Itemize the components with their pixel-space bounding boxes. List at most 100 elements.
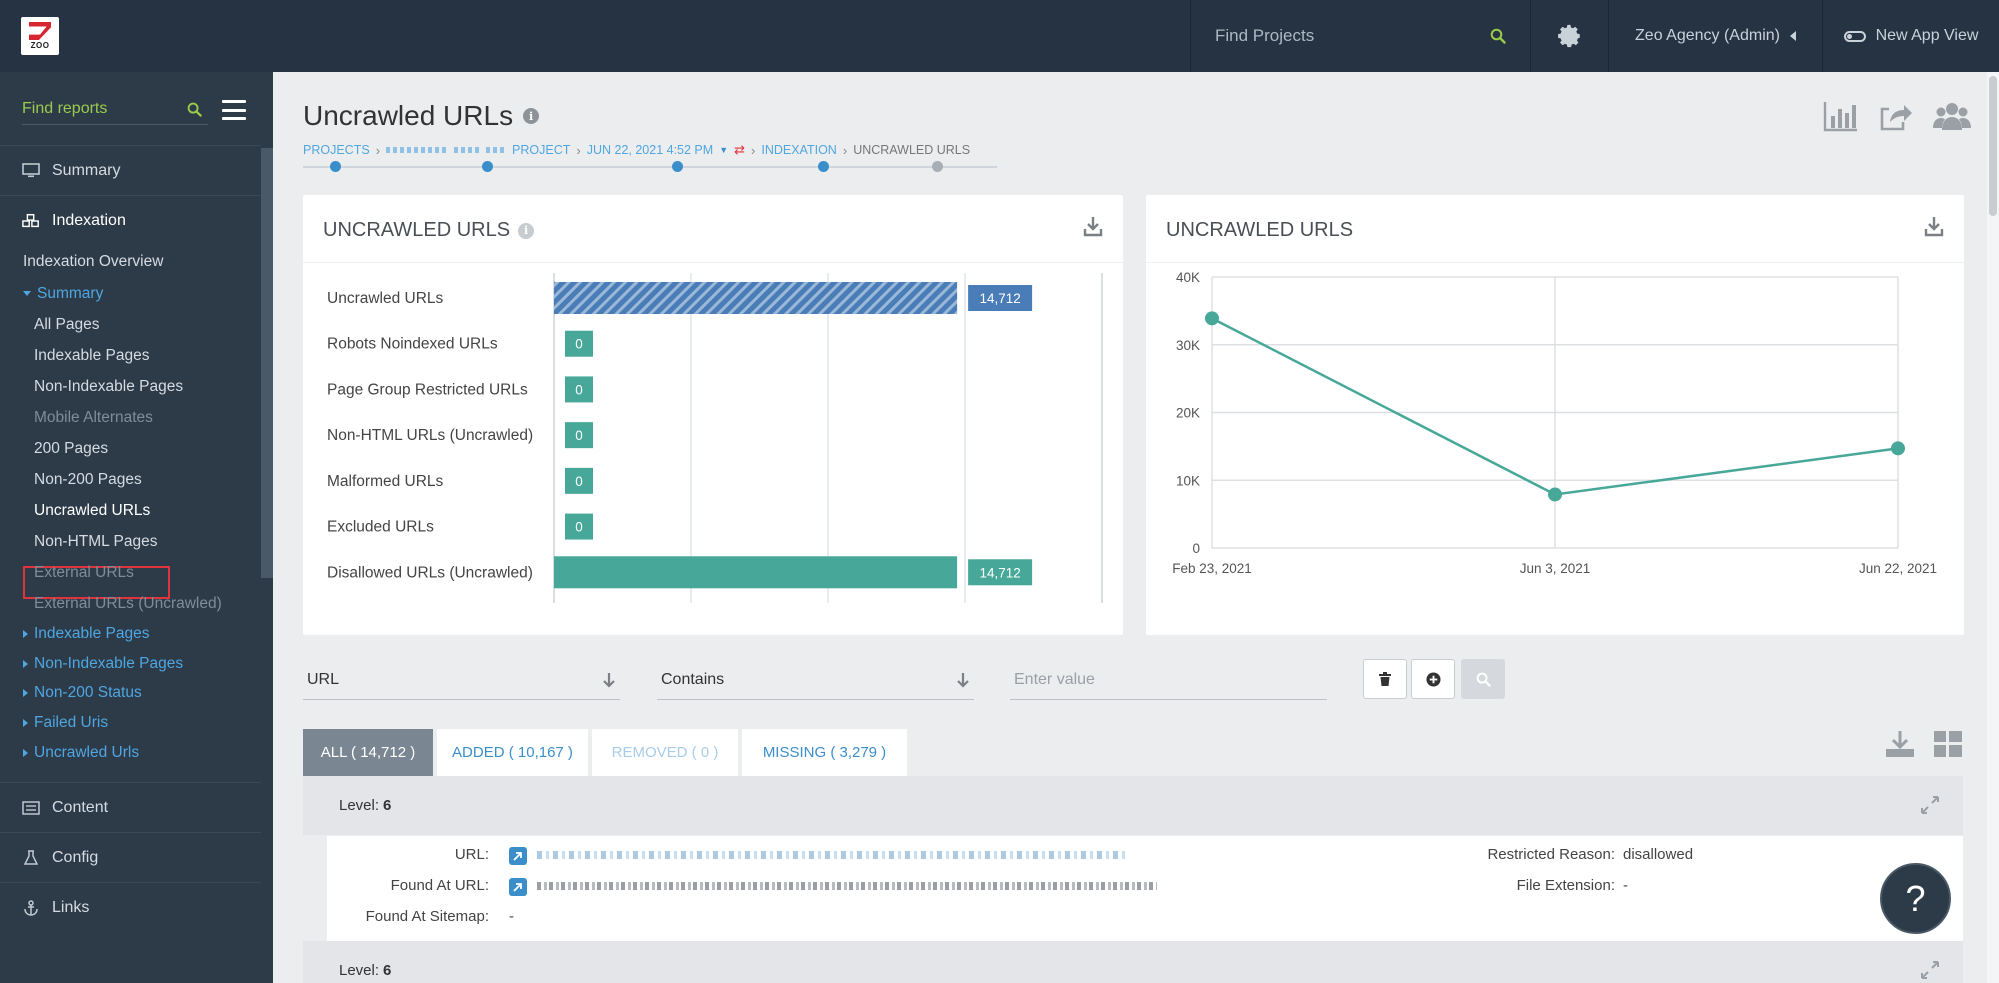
export-icon[interactable]: [1884, 730, 1916, 758]
help-button[interactable]: ?: [1880, 863, 1951, 934]
filter-value-input[interactable]: Enter value: [1010, 660, 1327, 700]
sidebar-group-non-200-status[interactable]: Non-200 Status: [23, 684, 142, 702]
line-chart-title-text: UNCRAWLED URLS: [1166, 219, 1354, 241]
settings-button[interactable]: [1530, 0, 1608, 72]
search-icon[interactable]: [1490, 28, 1506, 44]
data-point: [1548, 487, 1562, 502]
caret-right-icon: [23, 688, 28, 697]
chevron-right-icon: ›: [576, 142, 581, 158]
apply-filter-button[interactable]: [1461, 659, 1505, 699]
tab-all[interactable]: ALL ( 14,712 ): [303, 729, 433, 776]
tab-removed[interactable]: REMOVED ( 0 ): [592, 729, 738, 776]
field-select[interactable]: URL: [303, 660, 620, 700]
cubes-icon: [22, 213, 40, 228]
caret-right-icon: [23, 629, 28, 638]
tab-added[interactable]: ADDED ( 10,167 ): [437, 729, 588, 776]
bar-value-badge: [968, 559, 1033, 586]
file-extension-label: File Extension:: [1516, 877, 1615, 894]
project-search-input[interactable]: Find Projects: [1215, 26, 1315, 45]
sidebar-item-all-pages[interactable]: All Pages: [34, 316, 100, 333]
compare-arrows-icon[interactable]: ⇄: [734, 142, 746, 157]
users-icon[interactable]: [1933, 100, 1971, 132]
data-point: [1205, 311, 1219, 326]
sidebar-scrollbar[interactable]: [261, 148, 273, 578]
bar-chart-title-text: UNCRAWLED URLS: [323, 219, 511, 241]
anchor-icon: [22, 899, 40, 916]
sidebar-group-summary[interactable]: Summary: [23, 285, 103, 303]
report-search-input[interactable]: Find reports: [22, 100, 108, 117]
sidebar-section-label: Indexation: [52, 211, 126, 229]
external-link-icon[interactable]: [509, 847, 527, 865]
search-icon[interactable]: [187, 102, 202, 117]
sidebar-group-indexable-pages[interactable]: Indexable Pages: [23, 625, 149, 643]
track-dot[interactable]: [330, 161, 341, 172]
breadcrumb-project[interactable]: PROJECT: [512, 143, 571, 157]
header-actions: [1823, 100, 1971, 132]
breadcrumb-projects[interactable]: PROJECTS: [303, 143, 370, 157]
external-link-icon[interactable]: [509, 878, 527, 896]
result-group-header[interactable]: Level: 6: [303, 941, 1963, 983]
sidebar-item-non-200-pages[interactable]: Non-200 Pages: [34, 471, 142, 488]
scrollbar-thumb[interactable]: [1989, 76, 1997, 216]
sidebar-item-uncrawled-urls[interactable]: Uncrawled URLs: [34, 502, 151, 519]
sidebar-section-config[interactable]: Config: [0, 832, 261, 882]
info-icon[interactable]: i: [523, 108, 540, 124]
sidebar-item-mobile-alternates[interactable]: Mobile Alternates: [34, 409, 153, 426]
track-dot[interactable]: [482, 161, 493, 172]
sidebar-section-summary[interactable]: Summary: [0, 145, 261, 195]
download-icon[interactable]: [1924, 215, 1944, 237]
trash-icon: [1379, 672, 1391, 686]
caret-down-icon[interactable]: ▼: [719, 145, 729, 155]
sidebar-section-label: Summary: [52, 161, 121, 179]
sidebar-item-external-urls-uncrawled[interactable]: External URLs (Uncrawled): [34, 595, 222, 612]
track-dot[interactable]: [818, 161, 829, 172]
logo-text: ZOO: [30, 41, 50, 50]
sidebar-group-uncrawled-urls[interactable]: Uncrawled Urls: [23, 744, 139, 762]
bar-category-label: Non-HTML URLs (Uncrawled): [327, 427, 533, 444]
redacted-url[interactable]: [537, 882, 1157, 890]
chevron-right-icon: ›: [375, 142, 381, 158]
sidebar-item-indexable-pages[interactable]: Indexable Pages: [34, 347, 150, 364]
search-icon: [1476, 672, 1491, 687]
download-icon[interactable]: [1083, 215, 1103, 237]
bar-chart-icon[interactable]: [1823, 100, 1859, 132]
add-filter-button[interactable]: [1411, 659, 1455, 699]
restricted-reason-value: disallowed: [1623, 846, 1694, 863]
sidebar-section-links[interactable]: Links: [0, 882, 261, 932]
line-chart-title: UNCRAWLED URLS: [1166, 219, 1353, 242]
sidebar-section-content[interactable]: Content: [0, 782, 261, 832]
sidebar-item-200-pages[interactable]: 200 Pages: [34, 440, 109, 457]
sidebar-section-indexation[interactable]: Indexation: [0, 195, 261, 245]
redacted-url[interactable]: [537, 851, 1127, 859]
expand-icon[interactable]: [1921, 961, 1939, 979]
project-search[interactable]: Find Projects: [1190, 0, 1530, 72]
breadcrumb-date[interactable]: JUN 22, 2021 4:52 PM: [586, 143, 714, 157]
track-dot[interactable]: [672, 161, 683, 172]
report-search[interactable]: Find reports: [22, 94, 208, 125]
sidebar-group-non-indexable-pages[interactable]: Non-Indexable Pages: [23, 655, 183, 673]
info-icon[interactable]: i: [518, 222, 535, 239]
bar-value-label: 0: [575, 382, 583, 397]
url-label: URL:: [454, 846, 489, 863]
sidebar-item-indexation-overview[interactable]: Indexation Overview: [23, 253, 164, 270]
expand-icon[interactable]: [1921, 796, 1939, 814]
grid-view-icon[interactable]: [1933, 730, 1963, 758]
chevron-right-icon: ›: [751, 142, 756, 158]
arrow-down-icon: [603, 672, 615, 688]
sidebar-item-external-urls[interactable]: External URLs: [34, 564, 134, 581]
result-group-header[interactable]: Level: 6: [303, 776, 1963, 835]
main-scrollbar[interactable]: [1987, 72, 1999, 983]
sidebar-item-non-html-pages[interactable]: Non-HTML Pages: [34, 533, 158, 550]
bar-category-label: Uncrawled URLs: [327, 290, 444, 307]
agency-switcher[interactable]: Zeo Agency (Admin): [1608, 0, 1822, 72]
tab-missing[interactable]: MISSING ( 3,279 ): [742, 729, 907, 776]
sidebar-item-non-indexable-pages[interactable]: Non-Indexable Pages: [34, 378, 184, 395]
operator-select[interactable]: Contains: [657, 660, 974, 700]
share-icon[interactable]: [1879, 100, 1913, 132]
clear-filter-button[interactable]: [1363, 659, 1407, 699]
menu-icon[interactable]: [222, 100, 246, 120]
sidebar-group-failed-uris[interactable]: Failed Uris: [23, 714, 108, 732]
breadcrumb-indexation[interactable]: INDEXATION: [761, 143, 837, 157]
new-app-view-toggle[interactable]: New App View: [1822, 0, 1999, 72]
app-logo[interactable]: ZOO: [21, 17, 59, 55]
